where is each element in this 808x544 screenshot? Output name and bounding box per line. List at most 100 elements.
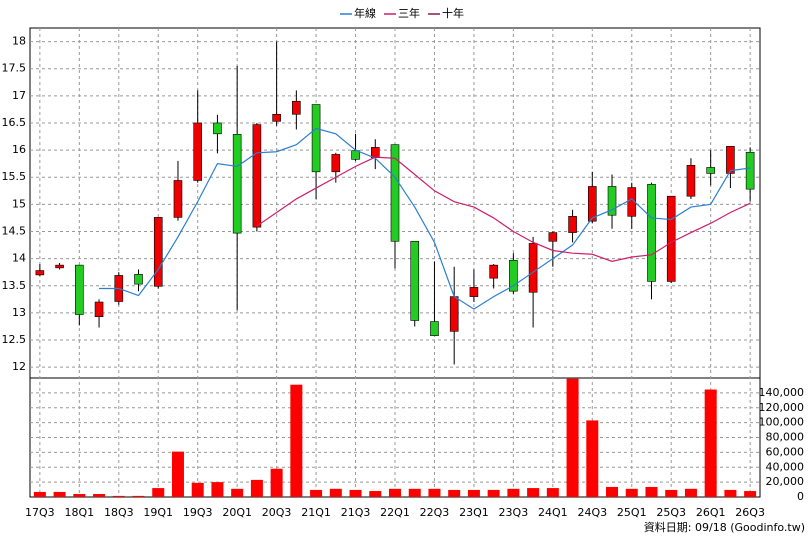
volume-bar bbox=[724, 489, 737, 497]
y2-tick-label: 80,000 bbox=[766, 431, 805, 444]
volume-bar bbox=[586, 420, 599, 497]
candle-body bbox=[370, 147, 380, 158]
candle-body bbox=[311, 104, 321, 173]
volume-bar bbox=[310, 489, 323, 497]
y-tick-label: 16.5 bbox=[2, 116, 27, 129]
candle-body bbox=[430, 321, 439, 336]
volume-bar bbox=[546, 488, 559, 497]
x-tick-label: 21Q3 bbox=[341, 506, 371, 519]
candle-body bbox=[686, 164, 696, 197]
volume-bar bbox=[744, 491, 757, 497]
volume-bar bbox=[606, 486, 619, 497]
y2-tick-label: 60,000 bbox=[766, 445, 805, 458]
volume-bar bbox=[171, 451, 184, 497]
candle-body bbox=[173, 180, 183, 218]
candle-body bbox=[390, 144, 400, 242]
volume-bar bbox=[152, 488, 165, 497]
volume-bar bbox=[408, 488, 421, 497]
candle-body bbox=[706, 167, 715, 174]
y-tick-label: 15.5 bbox=[2, 170, 27, 183]
candle-body bbox=[272, 113, 281, 122]
candle-body bbox=[489, 264, 498, 279]
candle-body bbox=[666, 195, 676, 282]
y-tick-label: 18 bbox=[12, 35, 26, 48]
x-tick-label: 20Q3 bbox=[262, 506, 292, 519]
volume-bar bbox=[566, 378, 579, 497]
x-tick-label: 25Q1 bbox=[617, 506, 647, 519]
candle-body bbox=[509, 259, 518, 292]
candle-body bbox=[587, 186, 597, 222]
volume-bar bbox=[448, 489, 461, 497]
y2-tick-label: 140,000 bbox=[759, 386, 805, 399]
volume-bar bbox=[93, 494, 106, 497]
x-tick-label: 24Q1 bbox=[538, 506, 568, 519]
x-tick-label: 22Q3 bbox=[420, 506, 450, 519]
candle-body bbox=[153, 217, 163, 287]
y-tick-label: 12.5 bbox=[2, 333, 27, 346]
legend-label: 年線 bbox=[354, 6, 376, 20]
volume-bar bbox=[270, 468, 283, 497]
volume-bar bbox=[665, 489, 678, 497]
x-tick-label: 19Q3 bbox=[183, 506, 213, 519]
volume-bar bbox=[132, 495, 145, 497]
x-tick-label: 17Q3 bbox=[25, 506, 55, 519]
y-tick-label: 14 bbox=[12, 252, 26, 265]
candle-body bbox=[213, 122, 222, 135]
volume-bar bbox=[704, 389, 717, 497]
volume-bar bbox=[250, 479, 263, 497]
volume-bar bbox=[112, 495, 125, 497]
volume-bar bbox=[684, 488, 697, 497]
candle-body bbox=[568, 215, 577, 233]
candle-body bbox=[134, 274, 143, 285]
candle-body bbox=[469, 287, 479, 297]
y-tick-label: 16 bbox=[12, 143, 26, 156]
candle-body bbox=[627, 187, 637, 217]
volume-bar bbox=[369, 491, 382, 497]
y-tick-label: 12 bbox=[12, 360, 26, 373]
candle-body bbox=[35, 270, 45, 276]
x-tick-label: 23Q1 bbox=[459, 506, 489, 519]
candle-body bbox=[726, 145, 735, 174]
source-note: 資料日期: 09/18 (Goodinfo.tw) bbox=[644, 520, 805, 534]
candle-body bbox=[528, 243, 538, 293]
volume-bar bbox=[33, 491, 46, 497]
volume-bar bbox=[428, 488, 441, 497]
candle-body bbox=[331, 154, 341, 173]
volume-bar bbox=[487, 489, 500, 497]
legend-label: 十年 bbox=[442, 6, 464, 20]
x-tick-label: 21Q1 bbox=[301, 506, 331, 519]
volume-bar bbox=[290, 384, 303, 497]
candle-body bbox=[252, 124, 262, 228]
y2-tick-label: 20,000 bbox=[766, 475, 805, 488]
candle-body bbox=[647, 183, 656, 282]
legend-label: 三年 bbox=[398, 6, 420, 20]
candle-body bbox=[548, 232, 558, 242]
y-tick-label: 13 bbox=[12, 306, 26, 319]
volume-bar bbox=[73, 494, 86, 497]
candle-body bbox=[94, 301, 104, 317]
x-tick-label: 26Q1 bbox=[696, 506, 726, 519]
candle-body bbox=[410, 240, 420, 321]
candle-body bbox=[75, 264, 84, 315]
y-tick-label: 17.5 bbox=[2, 62, 27, 75]
candle-body bbox=[745, 151, 755, 190]
y-tick-label: 14.5 bbox=[2, 224, 27, 237]
y2-tick-label: 100,000 bbox=[759, 416, 805, 429]
candle-body bbox=[193, 122, 203, 181]
x-tick-label: 18Q3 bbox=[104, 506, 134, 519]
candle-body bbox=[351, 150, 360, 160]
volume-bar bbox=[211, 482, 224, 497]
series-line bbox=[256, 156, 751, 262]
volume-bar bbox=[231, 488, 244, 497]
x-tick-label: 19Q1 bbox=[143, 506, 173, 519]
series-line bbox=[99, 127, 751, 310]
volume-bar bbox=[389, 488, 401, 497]
x-tick-label: 23Q3 bbox=[499, 506, 529, 519]
volume-bar bbox=[53, 491, 66, 497]
x-tick-label: 25Q3 bbox=[656, 506, 686, 519]
candle-body bbox=[449, 296, 459, 332]
candle-body bbox=[232, 134, 242, 234]
candle-body bbox=[55, 264, 64, 269]
volume-bar bbox=[507, 488, 520, 497]
